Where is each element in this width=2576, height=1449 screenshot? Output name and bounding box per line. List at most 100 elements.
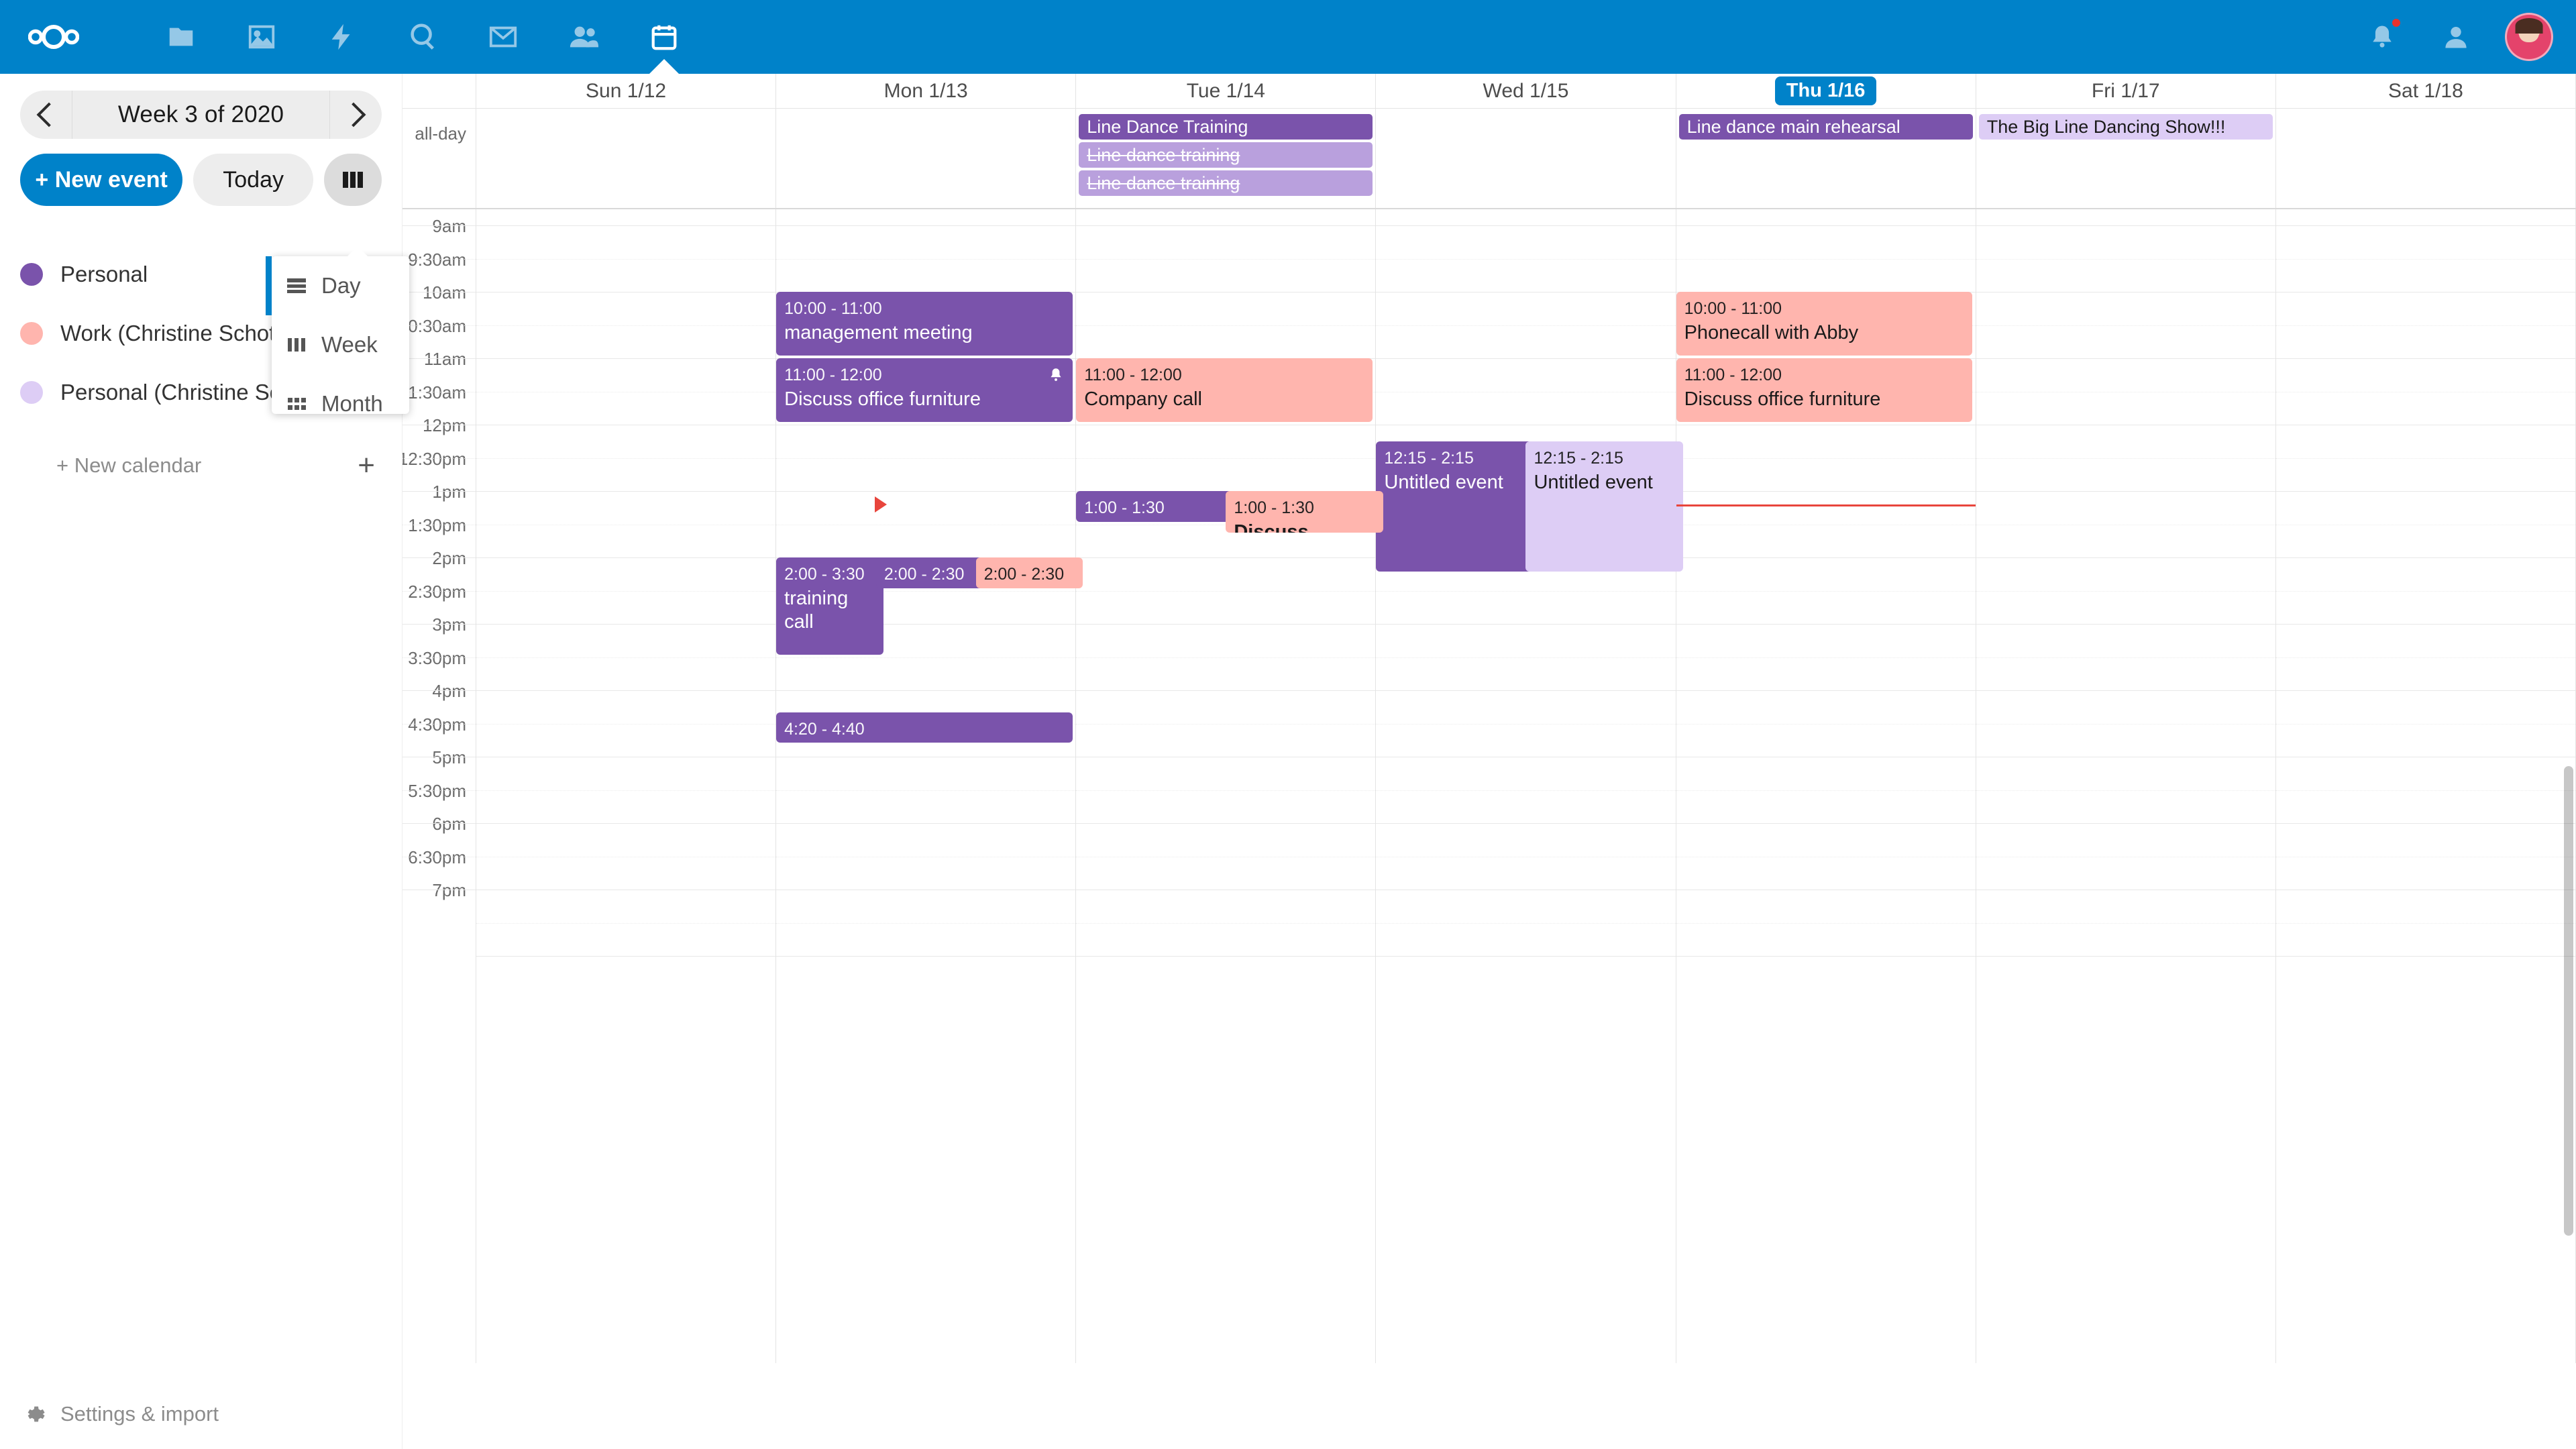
all-day-column-6[interactable]	[2276, 109, 2576, 208]
time-column-4[interactable]: 10:00 - 11:00 Phonecall with Abby 11:00 - …	[874, 209, 1976, 1363]
calendar-event[interactable]: 12:15 - 2:15 Untitled event	[1525, 441, 1683, 572]
all-day-event[interactable]: Line dance main rehearsal	[1678, 114, 1973, 140]
photos-icon[interactable]	[221, 0, 302, 74]
month-view-icon	[288, 398, 306, 410]
day-header-2[interactable]: Tue 1/14	[1076, 74, 1377, 108]
files-icon[interactable]	[141, 0, 221, 74]
all-day-column-3[interactable]	[1376, 109, 1676, 208]
mail-icon[interactable]	[463, 0, 543, 74]
calendar-event[interactable]: 10:00 - 11:00 management meeting	[776, 292, 1073, 356]
calendar-event[interactable]: 2:00 - 2:30 check-in	[875, 557, 983, 588]
calendar-event[interactable]: 11:00 - 12:00 Discuss office furniture	[776, 358, 1073, 422]
calendar-event[interactable]: 11:00 - 12:00 Discuss office furniture	[1676, 358, 1973, 422]
next-week-button[interactable]	[329, 91, 382, 139]
gridline	[1976, 590, 2275, 592]
event-time: 11:00 - 12:00	[784, 366, 882, 384]
gridline	[1976, 358, 2275, 359]
gridline	[776, 225, 1076, 226]
calendar-event[interactable]: 12:15 - 2:15 Untitled event	[1376, 441, 1534, 572]
all-day-event[interactable]: Line Dance Training	[1079, 114, 1373, 140]
gutter-gridline	[402, 624, 476, 625]
all-day-column-5[interactable]: The Big Line Dancing Show!!!	[1976, 109, 2276, 208]
day-header-4[interactable]: Thu 1/16	[1676, 74, 1976, 108]
all-day-event[interactable]: The Big Line Dancing Show!!!	[1978, 114, 2273, 140]
calendar-event[interactable]: 11:00 - 12:00 Company call	[1076, 358, 1373, 422]
search-icon[interactable]	[382, 0, 463, 74]
time-label: 9:30am	[408, 249, 466, 270]
gridline	[1376, 690, 1676, 691]
all-day-column-0[interactable]	[476, 109, 777, 208]
new-calendar-plus-icon[interactable]: +	[358, 449, 375, 482]
calendar-list-item[interactable]: Work (Christine Schott)	[0, 304, 402, 363]
view-mode-button[interactable]	[324, 154, 382, 206]
gridline	[1976, 225, 2275, 226]
gridline	[776, 922, 1076, 924]
time-column-2[interactable]: 11:00 - 12:00 Company call 1:00 - 1:30 Disc…	[1076, 209, 1383, 1363]
view-option-month[interactable]: Month	[272, 374, 409, 433]
event-title: Discuss project announcement	[1234, 521, 1309, 533]
all-day-column-4[interactable]: Line dance main rehearsal	[1676, 109, 1976, 208]
day-header-0[interactable]: Sun 1/12	[476, 74, 777, 108]
event-time: 1:00 - 1:30	[1234, 498, 1314, 517]
calendar-event[interactable]: 2:00 - 3:30 training call	[776, 557, 883, 655]
view-option-day[interactable]: Day	[272, 256, 409, 315]
settings-label: Settings & import	[60, 1402, 219, 1426]
calendar-color-dot[interactable]	[20, 381, 43, 404]
gridline	[1676, 557, 1976, 558]
new-event-button[interactable]: + New event	[20, 154, 183, 206]
gridline	[2275, 790, 2575, 791]
day-header-3[interactable]: Wed 1/15	[1376, 74, 1676, 108]
calendar-icon[interactable]	[624, 0, 704, 74]
contacts-icon[interactable]	[543, 0, 624, 74]
time-column-6[interactable]	[2275, 209, 2576, 1363]
activity-icon[interactable]	[302, 0, 382, 74]
time-column-1[interactable]: 10:00 - 11:00 management meeting 11:00 - 1…	[776, 209, 1083, 1363]
time-column-3[interactable]: 12:15 - 2:15 Untitled event 12:15 - 2:15 Un…	[1376, 209, 1683, 1363]
day-header-6[interactable]: Sat 1/18	[2276, 74, 2576, 108]
user-avatar[interactable]	[2505, 13, 2553, 61]
day-header-1[interactable]: Mon 1/13	[776, 74, 1077, 108]
gridline	[1376, 823, 1676, 824]
day-header-5[interactable]: Fri 1/17	[1976, 74, 2276, 108]
gutter-gridline	[402, 458, 476, 459]
all-day-column-1[interactable]	[776, 109, 1077, 208]
calendar-event[interactable]: 1:00 - 1:30 Discuss project announcement	[1076, 491, 1234, 522]
nextcloud-logo[interactable]	[13, 0, 94, 74]
calendar-list-item-label: Work (Christine Schott)	[60, 321, 289, 345]
previous-week-button[interactable]	[20, 91, 72, 139]
calendar-event[interactable]: 1:00 - 1:30 Discuss project announcement	[1226, 491, 1383, 533]
calendar-event[interactable]: 4:20 - 4:40 purchasing dept conversation	[776, 712, 1073, 743]
gridline	[1676, 956, 1976, 957]
notifications-icon[interactable]	[2345, 0, 2419, 74]
day-header-label: Mon 1/13	[883, 79, 968, 102]
all-day-event[interactable]: Line dance training	[1079, 142, 1373, 168]
event-time: 12:15 - 2:15	[1384, 448, 1474, 468]
calendar-color-dot[interactable]	[20, 263, 43, 286]
gutter-gridline	[402, 657, 476, 658]
settings-and-import[interactable]: Settings & import	[23, 1402, 219, 1426]
gridline	[1676, 922, 1976, 924]
all-day-column-2[interactable]: Line Dance Training Line dance training Li…	[1076, 109, 1377, 208]
view-option-week[interactable]: Week	[272, 315, 409, 374]
gridline	[2275, 590, 2575, 592]
view-mode-dropdown: Day Week Month	[266, 246, 409, 416]
time-column-0[interactable]	[476, 209, 777, 1363]
new-calendar-button[interactable]: + New calendar +	[0, 437, 402, 494]
gridline	[1676, 690, 1976, 691]
calendar-list-item[interactable]: Personal	[0, 245, 402, 304]
vertical-scrollbar[interactable]	[2564, 766, 2573, 1236]
time-label: 1:30pm	[408, 515, 466, 535]
calendar-event[interactable]: 2:00 - 2:30 check-in	[975, 557, 1083, 588]
gutter-gridline	[402, 557, 476, 558]
all-day-event[interactable]: Line dance training	[1079, 170, 1373, 196]
time-column-5[interactable]	[1976, 209, 2276, 1363]
event-time: 11:00 - 12:00	[1684, 366, 1782, 384]
calendar-color-dot[interactable]	[20, 322, 43, 345]
contacts-menu-icon[interactable]	[2419, 0, 2493, 74]
gridline	[2275, 358, 2575, 359]
calendar-event[interactable]: 10:00 - 11:00 Phonecall with Abby	[1676, 292, 1973, 356]
gridline	[1676, 624, 1976, 625]
today-button[interactable]: Today	[193, 154, 313, 206]
gridline	[476, 590, 776, 592]
calendar-list-item-label: Personal	[60, 262, 148, 286]
